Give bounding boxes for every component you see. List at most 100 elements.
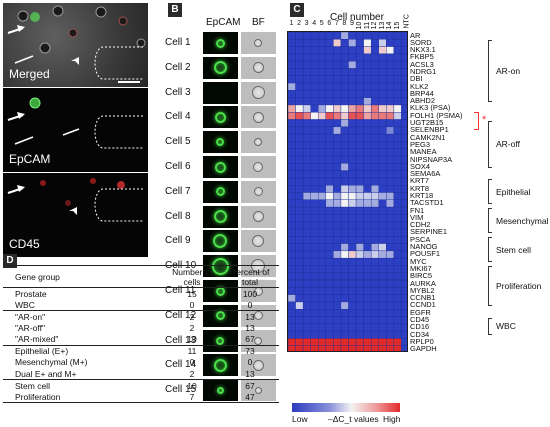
- heatmap-cell: [370, 141, 379, 149]
- heatmap-cell: [310, 119, 319, 128]
- heatmap-cell: [355, 330, 364, 339]
- heatmap-cell: [401, 90, 407, 98]
- heatmap-cell: [370, 257, 379, 266]
- legend-mid: –ΔC_t values: [328, 414, 379, 424]
- group-label: AR-off: [496, 139, 520, 150]
- heatmap-cell: [325, 60, 334, 69]
- heatmap-cell: [348, 257, 357, 266]
- heatmap-cell: [393, 228, 402, 237]
- heatmap-cell: [370, 97, 379, 106]
- heatmap-cell: [340, 316, 349, 325]
- heatmap-cell: [288, 330, 296, 339]
- gene-label: ACSL3: [410, 59, 434, 69]
- heatmap-cell: [288, 133, 296, 142]
- heatmap-cell: [318, 221, 327, 230]
- gene-label: RPLP0: [410, 336, 434, 346]
- heatmap-cell: [340, 301, 349, 310]
- heatmap-cell: [325, 301, 334, 310]
- heatmap-cell: [386, 265, 395, 273]
- heatmap-cell: [288, 177, 296, 186]
- heatmap-cell: [310, 82, 319, 91]
- heatmap-cell: [325, 250, 334, 259]
- heatmap-cell: [333, 228, 342, 237]
- heatmap-cell: [333, 133, 342, 142]
- percent-value: 67: [245, 334, 255, 344]
- heatmap-cell: [393, 221, 402, 230]
- heatmap-cell: [370, 279, 379, 288]
- heatmap-cell: [386, 257, 395, 266]
- heatmap-cell: [340, 236, 349, 244]
- heatmap-cell: [401, 294, 407, 303]
- heatmap-cell: [340, 338, 349, 346]
- heatmap-cell: [325, 236, 334, 244]
- heatmap-cell: [378, 148, 387, 157]
- gene-label: NKX3.1: [410, 45, 436, 55]
- heatmap-cell: [378, 214, 387, 222]
- heatmap-cell: [340, 221, 349, 230]
- heatmap-cell: [378, 90, 387, 98]
- heatmap-cell: [325, 279, 334, 288]
- heatmap-cell: [386, 68, 395, 76]
- heatmap-cell: [333, 68, 342, 76]
- heatmap-cell: [333, 345, 342, 351]
- heatmap-cell: [295, 170, 304, 179]
- heatmap-cell: [348, 97, 357, 106]
- heatmap-cell: [386, 32, 395, 40]
- heatmap-cell: [370, 82, 379, 91]
- heatmap-cell: [333, 294, 342, 303]
- epcam-cell-image: [203, 205, 238, 228]
- epcam-cell: [214, 111, 226, 123]
- heatmap-cell: [386, 185, 395, 193]
- heatmap-cell: [355, 177, 364, 186]
- column-label: 4: [312, 20, 317, 27]
- heatmap-cell: [340, 90, 349, 98]
- heatmap-cell: [318, 279, 327, 288]
- percent-value: 13: [221, 310, 279, 322]
- heatmap-cell: [401, 330, 407, 339]
- brightfield-cell: [252, 211, 264, 223]
- heatmap-cell: [355, 243, 364, 252]
- table-row: Prostate 15 100: [3, 287, 279, 299]
- heatmap-cell: [288, 32, 296, 40]
- epcam-label: EpCAM: [9, 152, 51, 166]
- heatmap-cell: [378, 126, 387, 135]
- group-bracket: [488, 237, 492, 263]
- heatmap-cell: [378, 316, 387, 325]
- heatmap-cell: [318, 206, 327, 215]
- heatmap-cell: [355, 236, 364, 244]
- brightfield-cell-image: [241, 156, 276, 178]
- heatmap-cell: [370, 272, 379, 281]
- heatmap-cell: [340, 119, 349, 128]
- cell-label: Cell 6: [165, 161, 191, 172]
- gene-label: CD16: [410, 322, 430, 332]
- heatmap-cell: [340, 97, 349, 106]
- gene-label: DBI: [410, 74, 423, 84]
- heatmap-cell: [393, 126, 402, 135]
- heatmap-cell: [378, 221, 387, 230]
- heatmap-cell: [302, 250, 311, 259]
- gene-label: AR: [410, 30, 421, 40]
- heatmap-cell: [386, 192, 395, 200]
- gene-label: MYBL2: [410, 285, 435, 295]
- heatmap-cell: [318, 126, 327, 135]
- heatmap-cell: [393, 155, 402, 164]
- heatmap-cell: [288, 206, 296, 215]
- heatmap-cell: [288, 228, 296, 237]
- heatmap-cell: [386, 119, 395, 128]
- heatmap-cell: [318, 199, 327, 208]
- epcam-cell: [214, 161, 226, 173]
- heatmap-cell: [295, 32, 304, 40]
- brightfield-cell: [254, 138, 262, 147]
- heatmap-cell: [295, 221, 304, 230]
- heatmap-cell: [386, 214, 395, 222]
- percent-value: 13: [245, 322, 255, 333]
- heatmap-cell: [325, 199, 334, 208]
- heatmap-cell: [295, 46, 304, 55]
- heatmap-cell: [386, 170, 395, 179]
- heatmap-cell: [363, 119, 372, 128]
- cell-count: 2: [189, 322, 195, 333]
- column-label: 5: [319, 20, 324, 27]
- heatmap-cell: [288, 97, 296, 106]
- heatmap-cell: [348, 163, 357, 171]
- column-label: 3: [304, 20, 309, 27]
